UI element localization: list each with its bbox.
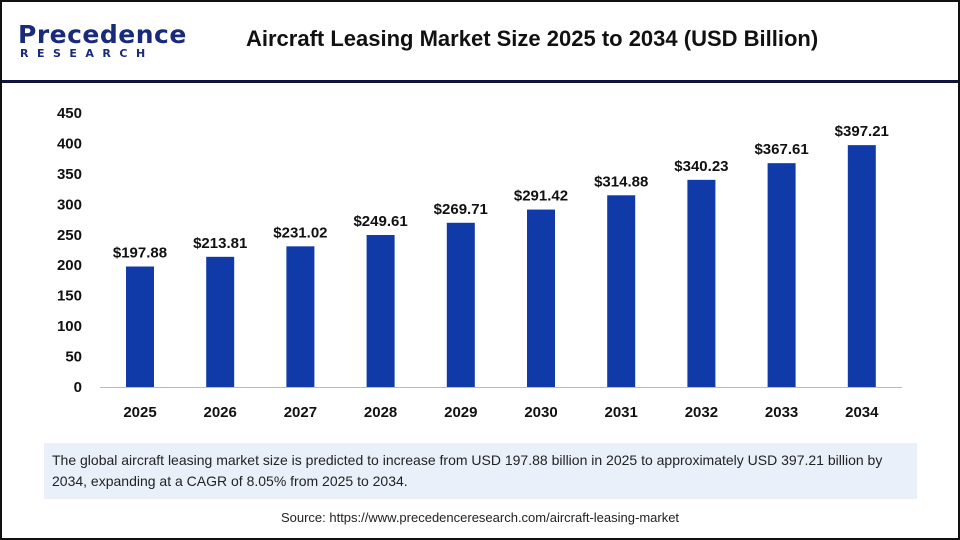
y-tick-label: 100 xyxy=(57,318,82,335)
summary-text: The global aircraft leasing market size … xyxy=(44,443,917,499)
x-tick-label: 2032 xyxy=(685,404,718,421)
x-tick-label: 2028 xyxy=(364,404,397,421)
y-tick-label: 450 xyxy=(57,105,82,122)
y-tick-label: 150 xyxy=(57,288,82,305)
source-text: Source: https://www.precedenceresearch.c… xyxy=(280,510,680,525)
y-tick-label: 0 xyxy=(74,379,82,396)
y-tick-label: 50 xyxy=(65,349,82,366)
bar xyxy=(847,145,876,387)
data-label: $249.61 xyxy=(353,213,407,230)
bar xyxy=(206,256,235,387)
bar xyxy=(767,163,796,387)
data-label: $340.23 xyxy=(674,158,728,175)
bar-chart: 0 50 100 150 200 250 300 350 400 450 $197.88 2025 $2… xyxy=(57,105,902,421)
data-label: $197.88 xyxy=(113,245,167,262)
bar xyxy=(687,179,716,387)
x-tick-label: 2031 xyxy=(605,404,638,421)
y-tick-label: 200 xyxy=(57,257,82,274)
x-tick-label: 2033 xyxy=(765,404,798,421)
logo: Precedence RESEARCH xyxy=(18,20,186,60)
y-tick-label: 250 xyxy=(57,227,82,244)
chart-title: Aircraft Leasing Market Size 2025 to 203… xyxy=(246,26,819,51)
bar xyxy=(126,266,154,387)
bar xyxy=(366,235,395,387)
data-label: $213.81 xyxy=(193,235,247,252)
x-tick-label: 2025 xyxy=(123,404,156,421)
data-label: $269.71 xyxy=(434,201,488,218)
y-tick-label: 350 xyxy=(57,166,82,183)
x-tick-label: 2029 xyxy=(444,404,477,421)
logo-subtext: RESEARCH xyxy=(20,47,154,60)
bar xyxy=(446,222,475,387)
header-divider xyxy=(2,80,958,83)
y-tick-label: 400 xyxy=(57,135,82,152)
y-tick-label: 300 xyxy=(57,196,82,213)
x-tick-label: 2026 xyxy=(204,404,237,421)
x-tick-label: 2030 xyxy=(524,404,557,421)
data-label: $367.61 xyxy=(754,141,808,158)
data-label: $314.88 xyxy=(594,173,648,190)
logo-text: Precedence xyxy=(18,20,187,49)
x-tick-label: 2027 xyxy=(284,404,317,421)
bar xyxy=(286,246,315,387)
data-label: $291.42 xyxy=(514,188,568,205)
bar xyxy=(607,195,636,387)
data-label: $231.02 xyxy=(273,224,327,241)
x-tick-label: 2034 xyxy=(845,404,879,421)
bar xyxy=(527,209,555,387)
data-label: $397.21 xyxy=(835,123,889,140)
